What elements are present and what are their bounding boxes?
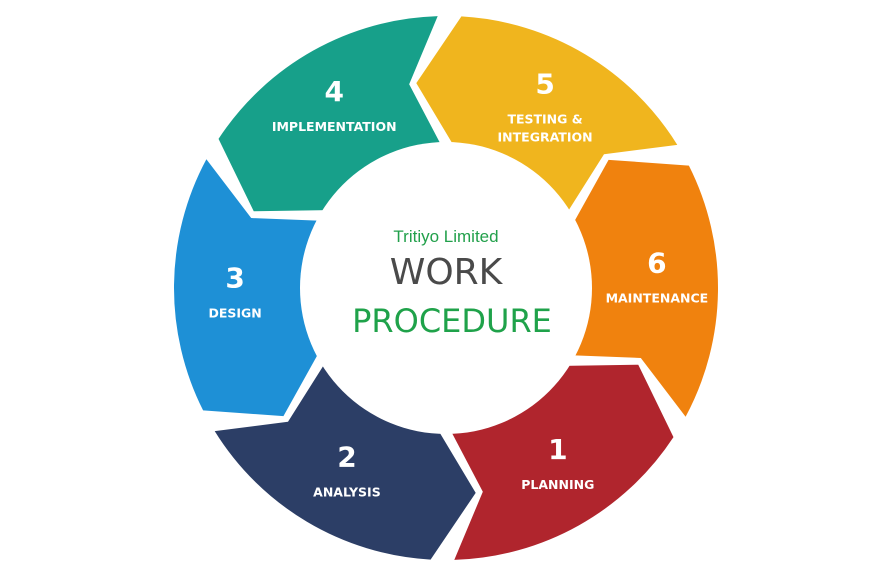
segment-6-label: MAINTENANCE — [606, 291, 709, 306]
center-subtitle: PROCEDURE — [352, 302, 552, 340]
segment-4-number: 4 — [324, 75, 343, 108]
segment-4-label: IMPLEMENTATION — [272, 119, 397, 134]
segment-6 — [571, 159, 719, 417]
center-title: WORK — [390, 252, 504, 293]
segment-5-label: INTEGRATION — [498, 130, 593, 145]
center-company: Tritiyo Limited — [393, 227, 498, 246]
segment-1-label: PLANNING — [521, 477, 594, 492]
segment-1-number: 1 — [548, 433, 567, 466]
segment-3 — [174, 159, 321, 417]
segment-2-number: 2 — [337, 440, 356, 473]
segment-3-number: 3 — [225, 261, 244, 294]
segment-5-number: 5 — [535, 68, 554, 101]
segment-2 — [214, 362, 476, 560]
center-disc — [300, 142, 592, 434]
segment-2-label: ANALYSIS — [313, 484, 381, 499]
segment-6-number: 6 — [647, 247, 666, 280]
segment-5-label: TESTING & — [507, 112, 582, 127]
segment-5 — [416, 16, 678, 214]
segment-4 — [218, 16, 442, 212]
segment-1 — [450, 364, 674, 560]
segment-3-label: DESIGN — [208, 305, 261, 320]
